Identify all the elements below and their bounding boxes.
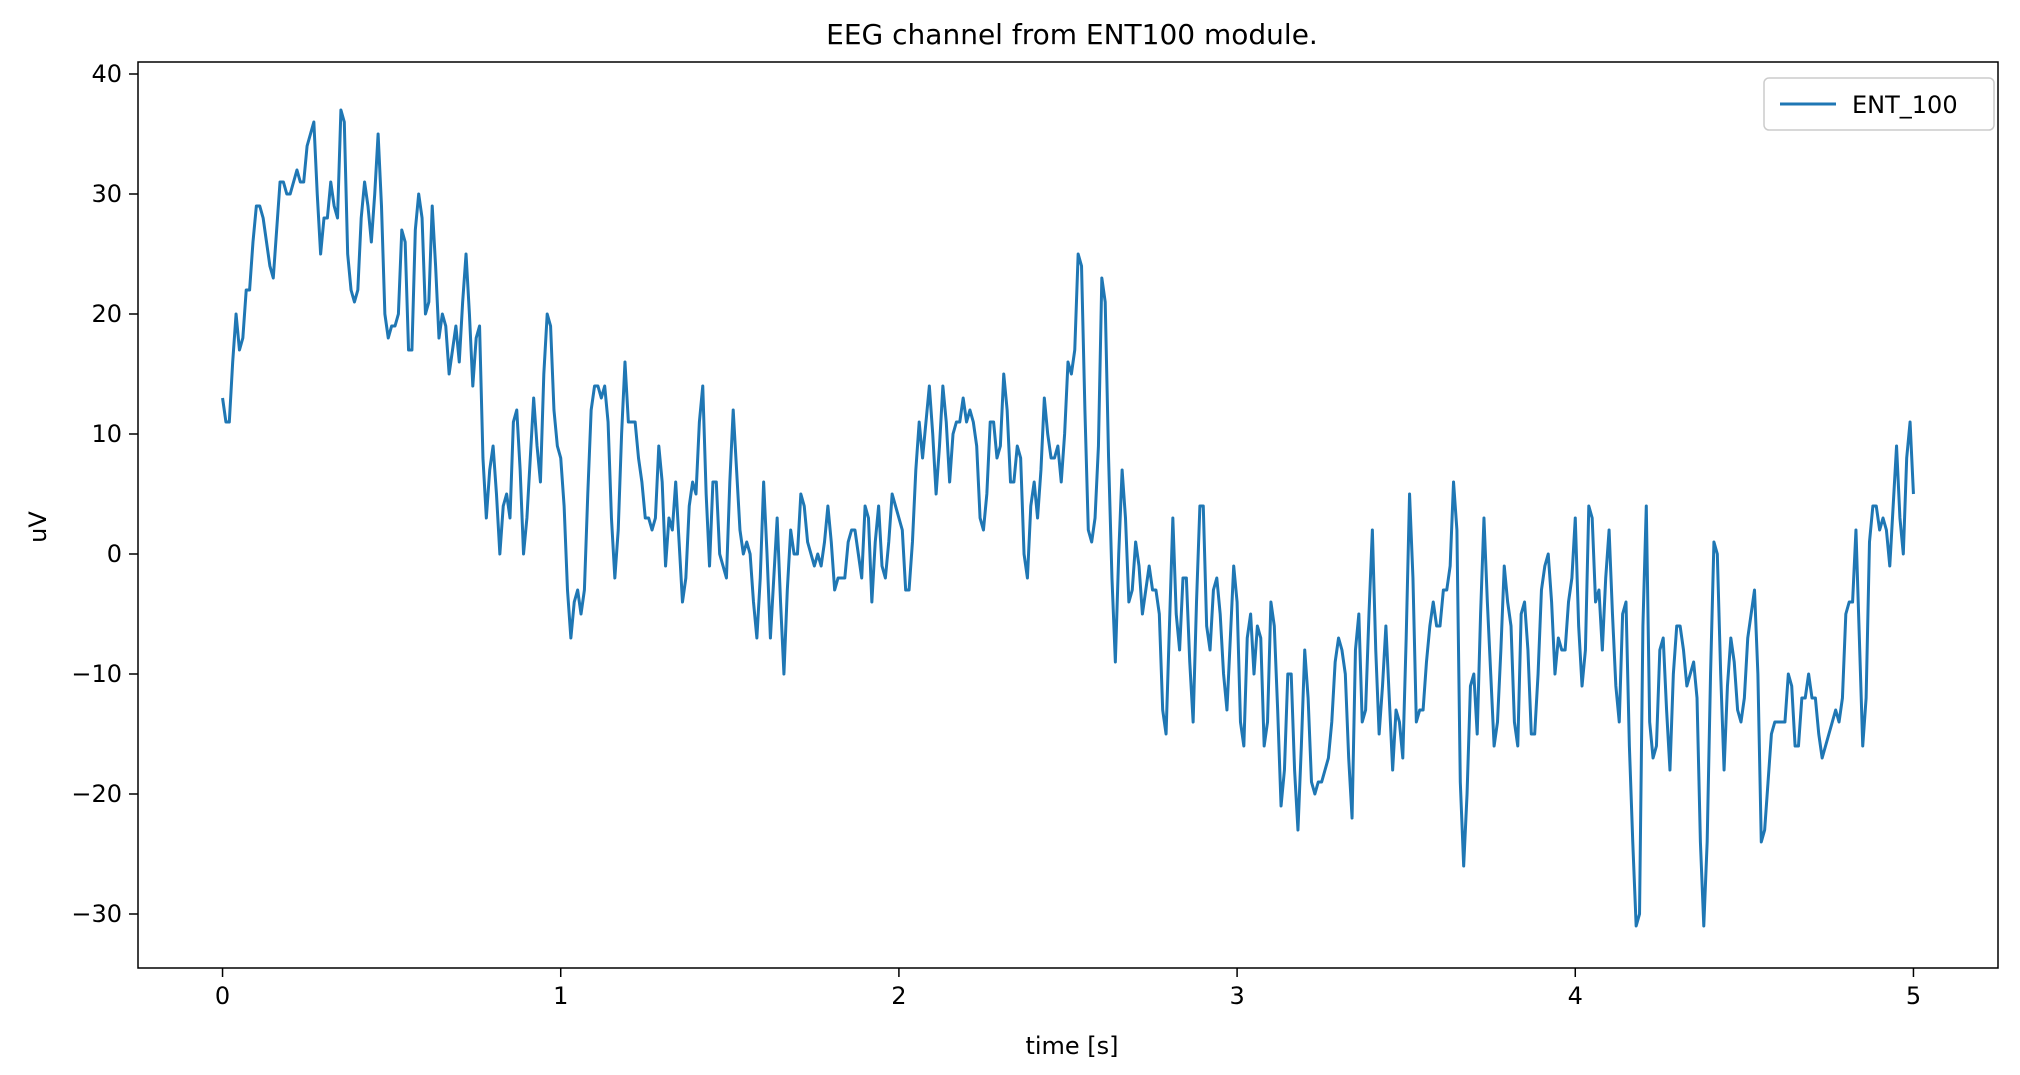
y-tick-label: −20 — [71, 780, 122, 808]
y-tick-label: 20 — [91, 300, 122, 328]
legend: ENT_100 — [1763, 77, 1995, 131]
x-tick-label: 5 — [1906, 982, 1921, 1010]
x-tick-label: 1 — [553, 982, 568, 1010]
legend-box — [1763, 77, 1995, 131]
x-tick-label: 0 — [215, 982, 230, 1010]
y-tick-label: −30 — [71, 900, 122, 928]
plot-frame — [137, 61, 1999, 969]
x-tick-label: 4 — [1568, 982, 1583, 1010]
y-tick-label: 0 — [107, 540, 122, 568]
y-axis-ticks: −30 −20 −10 0 10 20 30 40 — [71, 60, 138, 928]
series-line-ent-100 — [221, 108, 1915, 928]
x-tick-label: 3 — [1229, 982, 1244, 1010]
chart-title: EEG channel from ENT100 module. — [826, 18, 1318, 51]
x-tick-label: 2 — [891, 982, 906, 1010]
y-tick-label: −10 — [71, 660, 122, 688]
legend-label-ent-100: ENT_100 — [1852, 91, 1958, 119]
y-tick-label: 40 — [91, 60, 122, 88]
x-axis-ticks: 0 1 2 3 4 5 — [215, 968, 1921, 1010]
y-tick-label: 10 — [91, 420, 122, 448]
y-axis-label: uV — [24, 511, 52, 543]
y-tick-label: 30 — [91, 180, 122, 208]
x-axis-label: time [s] — [1025, 1032, 1118, 1060]
